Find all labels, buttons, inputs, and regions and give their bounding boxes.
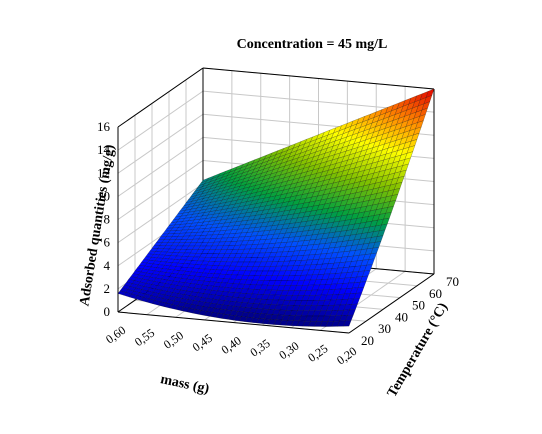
z-tick-label: 14 <box>97 142 111 157</box>
x-tick-label: 0,55 <box>132 326 157 350</box>
y-tick-label: 20 <box>361 333 374 348</box>
x-tick-label: 0,45 <box>190 331 215 355</box>
x-tick-label: 0,30 <box>276 339 301 363</box>
z-tick-label: 16 <box>97 119 111 134</box>
z-tick-label: 2 <box>104 281 111 296</box>
surface-mesh <box>117 88 435 327</box>
x-tick-label: 0,60 <box>103 323 128 347</box>
chart-title: Concentration = 45 mg/L <box>237 37 388 52</box>
z-tick-label: 6 <box>104 235 111 250</box>
y-tick-label: 60 <box>429 286 442 301</box>
x-axis-label: mass (g) <box>159 372 211 397</box>
axis-frame-edge <box>117 67 204 128</box>
y-tick-label: 70 <box>446 274 459 289</box>
x-tick-label: 0,40 <box>219 333 244 357</box>
z-tick-label: 12 <box>97 165 110 180</box>
surface-cell <box>342 320 352 327</box>
z-tick-label: 8 <box>104 212 111 227</box>
x-tick-label: 0,35 <box>247 336 272 360</box>
x-tick-label: 0,20 <box>334 344 359 368</box>
z-tick-label: 4 <box>104 258 111 273</box>
grid-line <box>117 183 204 244</box>
y-tick-label: 40 <box>395 309 408 324</box>
axis-frame-edge <box>117 311 350 334</box>
z-tick-label: 10 <box>97 188 110 203</box>
x-tick-label: 0,50 <box>161 328 186 352</box>
grid-line <box>117 136 204 197</box>
axis-walls <box>117 67 435 334</box>
axis-frame-edge <box>348 273 435 334</box>
x-tick-label: 0,25 <box>305 341 330 365</box>
grid-line <box>117 160 204 220</box>
axis-frame-edge <box>202 67 435 90</box>
z-tick-label: 0 <box>104 304 111 319</box>
y-tick-label: 30 <box>378 321 391 336</box>
grid-line <box>117 113 204 174</box>
grid-line <box>117 90 204 151</box>
y-tick-label: 50 <box>412 298 425 313</box>
